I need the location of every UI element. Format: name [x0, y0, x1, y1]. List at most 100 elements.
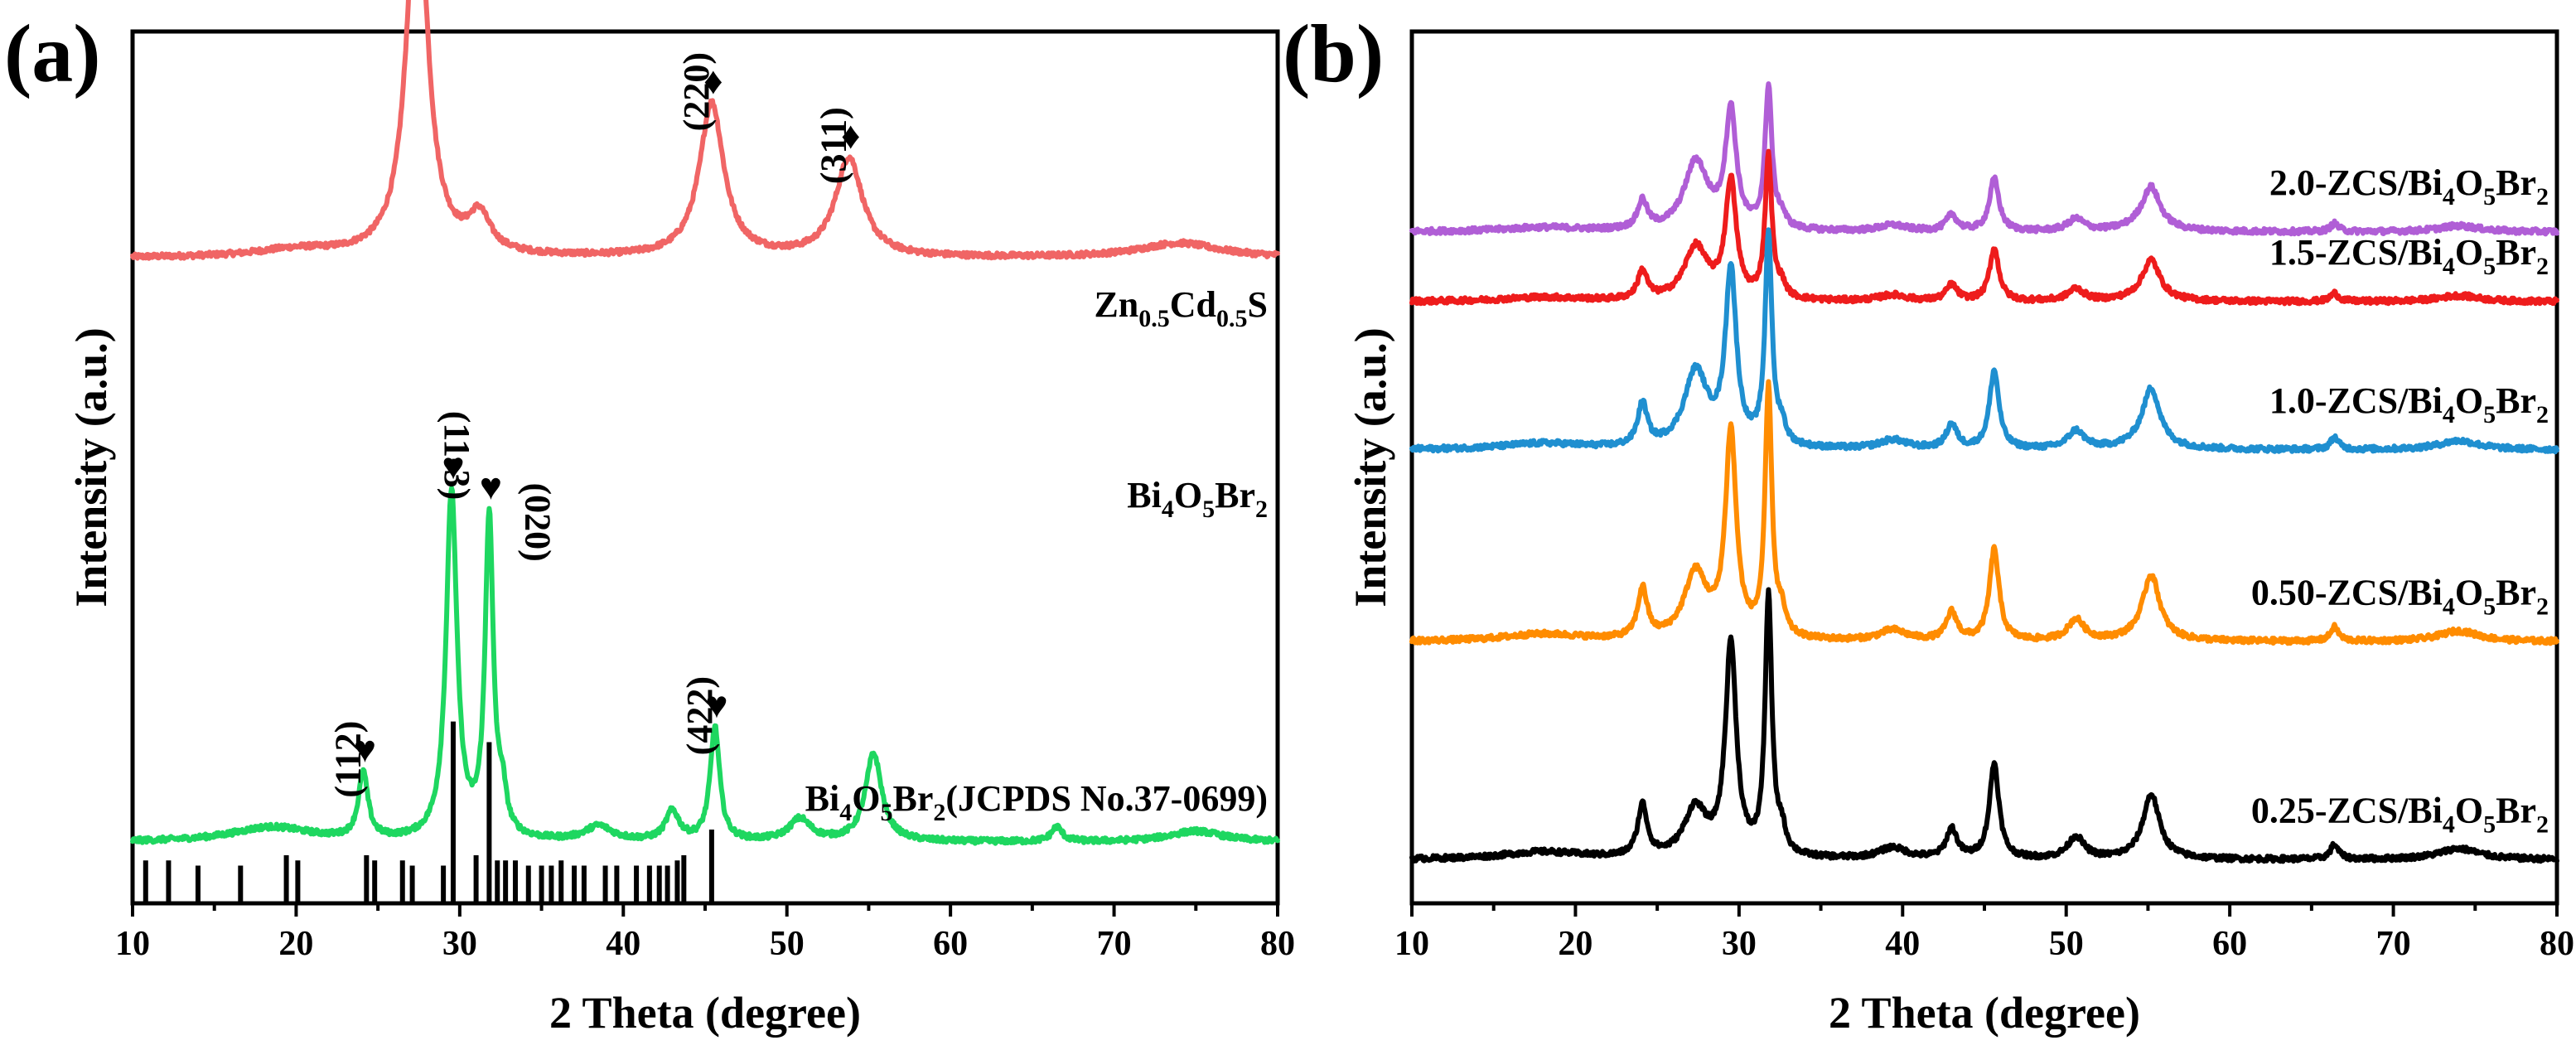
series-label-part: 4: [2443, 253, 2455, 280]
series-label-part: Br: [2496, 232, 2536, 273]
ref-label-sub1: 4: [839, 799, 852, 826]
panel-b-x-tick-label: 80: [2540, 925, 2574, 963]
panel-b-y-label: Intensity (a.u.): [1346, 327, 1395, 607]
series-label-part: 2: [2536, 183, 2549, 210]
ref-label-jcpds: (JCPDS No.37-0699): [945, 778, 1268, 819]
series-line-1-5-zcs: [1409, 148, 2559, 307]
peak-label: (020): [517, 482, 558, 561]
panel-a-x-tick-label: 60: [933, 925, 968, 963]
series-line-zn-cd-s: [130, 0, 1280, 261]
series-line-2-0-zcs: [1409, 81, 2559, 237]
series-label-part: O: [2455, 380, 2483, 421]
series-label-part: O: [2455, 790, 2483, 830]
series-label-part: 5: [2483, 810, 2496, 838]
zcs-label-zn: Zn: [1094, 284, 1138, 325]
series-label-part: 4: [2443, 183, 2455, 210]
panel-a-x-tick-label: 70: [1097, 925, 1132, 963]
ref-label-bi: Bi: [805, 778, 840, 819]
bob-label-br: Br: [1215, 475, 1255, 515]
series-label-part: 5: [2483, 593, 2496, 620]
zcs-label-sub1: 0.5: [1138, 305, 1170, 332]
series-line-0-25-zcs: [1409, 587, 2559, 864]
series-label-part: 4: [2443, 401, 2455, 428]
series-label-1-5-zcs: 1.5-ZCS/Bi4O5Br2: [2269, 232, 2549, 280]
panel-a-y-label: Intensity (a.u.): [66, 327, 116, 607]
peak-label: (112): [327, 721, 368, 798]
series-label-part: Br: [2496, 162, 2536, 203]
ref-label-br: Br: [892, 778, 933, 819]
ref-label-o: O: [852, 778, 880, 819]
peak-label: (11-3): [437, 411, 477, 501]
peak-label: (311): [814, 107, 854, 184]
ref-label-sub3: 2: [933, 799, 945, 826]
series-label-part: 2: [2536, 253, 2549, 280]
panel-a-curves: [130, 0, 1280, 846]
zcs-label-s: S: [1248, 284, 1268, 325]
peak-label: (220): [676, 52, 717, 131]
panel-b-label: (b): [1283, 7, 1384, 99]
series-label-part: 4: [2443, 810, 2455, 838]
panel-a: (a) 10 20 30 40 50 60 70 80 2 Theta (degree) In…: [4, 0, 1295, 1038]
peak-marker: ♥: [705, 684, 727, 726]
panel-a-x-label: 2 Theta (degree): [549, 988, 861, 1038]
panel-a-x-tick-label: 50: [770, 925, 805, 963]
panel-b-x-tick-label: 70: [2376, 925, 2411, 963]
peak-marker: ♦: [703, 60, 723, 102]
panel-b-x-tick-label: 10: [1394, 925, 1429, 963]
panel-b: (b) 10 20 30 40 50 60 70 80 2 Theta (degree) In…: [1283, 7, 2574, 1038]
peak-label: (422): [679, 676, 720, 755]
series-label-part: 2: [2536, 593, 2549, 620]
series-label-bi4o5br2: Bi4O5Br2: [1127, 475, 1268, 523]
panel-a-x-tick-label: 80: [1260, 925, 1295, 963]
bob-label-sub2: 5: [1202, 496, 1215, 523]
series-label-part: 0.50-ZCS/Bi: [2251, 572, 2443, 612]
panel-b-x-tick-label: 50: [2049, 925, 2084, 963]
series-label-part: O: [2455, 572, 2483, 612]
panel-a-x-tick-label: 30: [442, 925, 477, 963]
series-label-part: 1.0-ZCS/Bi: [2269, 380, 2443, 421]
series-label-part: 5: [2483, 183, 2496, 210]
panel-b-x-ticks: 10 20 30 40 50 60 70 80: [1394, 903, 2574, 963]
panel-b-series-labels: 2.0-ZCS/Bi4O5Br21.5-ZCS/Bi4O5Br21.0-ZCS/…: [2251, 162, 2549, 838]
bob-label-sub1: 4: [1162, 496, 1174, 523]
series-line-bi4o5br2: [130, 486, 1280, 846]
peak-marker: ♥: [480, 465, 502, 507]
ref-label-sub2: 5: [880, 799, 892, 826]
series-label-1-0-zcs: 1.0-ZCS/Bi4O5Br2: [2269, 380, 2549, 428]
series-label-part: 1.5-ZCS/Bi: [2269, 232, 2443, 273]
panel-a-peak-annotations: ♦(111)♦(220)♦(311)♥(112)♥(11-3)♥(020)♥(4…: [327, 52, 860, 798]
series-label-part: 4: [2443, 593, 2455, 620]
panel-b-x-tick-label: 60: [2212, 925, 2247, 963]
series-label-part: 0.25-ZCS/Bi: [2251, 790, 2443, 830]
series-line-0-50-zcs: [1409, 379, 2559, 646]
series-label-2-0-zcs: 2.0-ZCS/Bi4O5Br2: [2269, 162, 2549, 210]
series-label-0-50-zcs: 0.50-ZCS/Bi4O5Br2: [2251, 572, 2549, 620]
series-label-0-25-zcs: 0.25-ZCS/Bi4O5Br2: [2251, 790, 2549, 838]
panel-b-curves: [1409, 81, 2559, 864]
series-line-1-0-zcs: [1409, 227, 2559, 455]
series-label-part: O: [2455, 162, 2483, 203]
reference-label: Bi4O5Br2(JCPDS No.37-0699): [805, 778, 1268, 826]
series-label-part: Br: [2496, 380, 2536, 421]
panel-a-x-tick-label: 20: [278, 925, 313, 963]
peak-marker: ♥: [354, 728, 376, 771]
series-label-part: 2: [2536, 810, 2549, 838]
bob-label-bi: Bi: [1127, 475, 1162, 515]
panel-a-reference-lines: [143, 721, 714, 902]
panel-b-x-tick-label: 40: [1885, 925, 1920, 963]
series-label-part: 2: [2536, 401, 2549, 428]
series-label-part: 5: [2483, 253, 2496, 280]
series-label-zn-cd-s: Zn0.5Cd0.5S: [1094, 284, 1268, 332]
peak-marker: ♥: [442, 445, 464, 487]
series-label-part: 2.0-ZCS/Bi: [2269, 162, 2443, 203]
bob-label-o: O: [1174, 475, 1202, 515]
panel-a-frame: [130, 29, 1280, 906]
panel-a-x-tick-label: 10: [115, 925, 150, 963]
series-label-part: O: [2455, 232, 2483, 273]
panel-b-x-tick-label: 20: [1558, 925, 1592, 963]
panel-a-x-ticks: 10 20 30 40 50 60 70 80: [115, 903, 1295, 963]
panel-b-x-label: 2 Theta (degree): [1829, 988, 2140, 1038]
peak-marker: ♦: [841, 114, 860, 157]
panel-a-x-tick-label: 40: [606, 925, 640, 963]
